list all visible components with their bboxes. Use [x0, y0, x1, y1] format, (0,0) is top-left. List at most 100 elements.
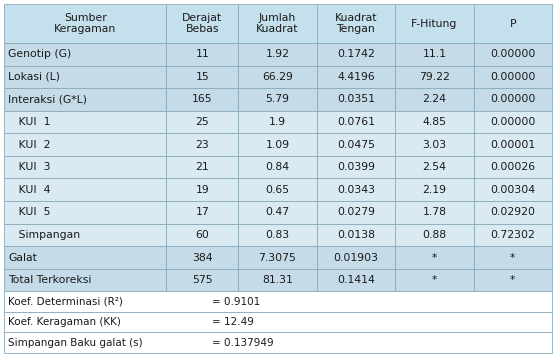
Bar — [474, 66, 552, 88]
Bar — [238, 246, 316, 269]
Bar — [316, 133, 395, 156]
Bar — [474, 178, 552, 201]
Text: 11.1: 11.1 — [423, 49, 446, 59]
Bar — [4, 88, 166, 111]
Bar — [4, 332, 552, 353]
Text: 1.09: 1.09 — [265, 140, 290, 150]
Bar — [316, 224, 395, 246]
Bar — [316, 178, 395, 201]
Bar — [4, 178, 166, 201]
Text: 575: 575 — [192, 275, 212, 285]
Bar — [395, 88, 474, 111]
Bar — [4, 66, 166, 88]
Text: *: * — [510, 275, 515, 285]
Bar — [474, 269, 552, 291]
Text: KUI  3: KUI 3 — [8, 162, 51, 172]
Text: 384: 384 — [192, 252, 212, 262]
Text: 0.1742: 0.1742 — [337, 49, 375, 59]
Text: Kuadrat
Tengan: Kuadrat Tengan — [335, 13, 377, 34]
Text: 0.88: 0.88 — [422, 230, 446, 240]
Text: 1.9: 1.9 — [269, 117, 286, 127]
Text: 0.0351: 0.0351 — [337, 95, 375, 105]
Text: KUI  1: KUI 1 — [8, 117, 51, 127]
Text: Koef. Keragaman (KK): Koef. Keragaman (KK) — [8, 317, 121, 327]
Bar — [4, 291, 552, 312]
Bar — [238, 133, 316, 156]
Bar — [474, 246, 552, 269]
Text: 0.00000: 0.00000 — [490, 117, 535, 127]
Text: KUI  5: KUI 5 — [8, 207, 51, 217]
Text: 25: 25 — [195, 117, 209, 127]
Text: Galat: Galat — [8, 252, 37, 262]
Text: 15: 15 — [195, 72, 209, 82]
Text: 0.02920: 0.02920 — [490, 207, 535, 217]
Text: 0.00304: 0.00304 — [490, 185, 535, 195]
Bar — [166, 88, 238, 111]
Text: Genotip (G): Genotip (G) — [8, 49, 71, 59]
Bar — [395, 66, 474, 88]
Bar — [316, 66, 395, 88]
Bar — [166, 4, 238, 43]
Text: Sumber
Keragaman: Sumber Keragaman — [54, 13, 116, 34]
Bar — [238, 156, 316, 178]
Text: 81.31: 81.31 — [262, 275, 293, 285]
Bar — [166, 246, 238, 269]
Bar — [166, 111, 238, 133]
Bar — [395, 133, 474, 156]
Bar — [474, 4, 552, 43]
Bar — [166, 133, 238, 156]
Text: 0.84: 0.84 — [265, 162, 290, 172]
Bar — [474, 201, 552, 224]
Text: Koef. Determinasi (R²): Koef. Determinasi (R²) — [8, 297, 123, 307]
Text: Total Terkoreksi: Total Terkoreksi — [8, 275, 91, 285]
Text: Jumlah
Kuadrat: Jumlah Kuadrat — [256, 13, 299, 34]
Text: *: * — [431, 275, 437, 285]
Text: = 12.49: = 12.49 — [212, 317, 254, 327]
Bar — [4, 156, 166, 178]
Text: 0.47: 0.47 — [265, 207, 290, 217]
Bar — [166, 66, 238, 88]
Bar — [166, 201, 238, 224]
Bar — [238, 178, 316, 201]
Bar — [238, 201, 316, 224]
Bar — [166, 178, 238, 201]
Text: 7.3075: 7.3075 — [259, 252, 296, 262]
Text: 0.72302: 0.72302 — [490, 230, 535, 240]
Bar — [4, 312, 552, 332]
Text: 0.01903: 0.01903 — [334, 252, 378, 262]
Text: 0.0279: 0.0279 — [337, 207, 375, 217]
Text: 2.19: 2.19 — [423, 185, 446, 195]
Bar — [238, 66, 316, 88]
Bar — [316, 111, 395, 133]
Text: KUI  2: KUI 2 — [8, 140, 51, 150]
Text: 1.78: 1.78 — [423, 207, 446, 217]
Text: 1.92: 1.92 — [265, 49, 289, 59]
Text: 2.24: 2.24 — [423, 95, 446, 105]
Text: *: * — [510, 252, 515, 262]
Bar — [238, 111, 316, 133]
Bar — [316, 43, 395, 66]
Bar — [474, 224, 552, 246]
Bar — [474, 43, 552, 66]
Text: Derajat
Bebas: Derajat Bebas — [182, 13, 222, 34]
Text: 0.00026: 0.00026 — [490, 162, 535, 172]
Bar — [316, 156, 395, 178]
Text: P: P — [509, 19, 516, 29]
Bar — [4, 111, 166, 133]
Text: 0.0138: 0.0138 — [337, 230, 375, 240]
Bar — [474, 88, 552, 111]
Bar — [166, 43, 238, 66]
Bar — [395, 4, 474, 43]
Bar — [238, 269, 316, 291]
Text: 66.29: 66.29 — [262, 72, 293, 82]
Text: 0.00001: 0.00001 — [490, 140, 535, 150]
Text: 2.54: 2.54 — [423, 162, 446, 172]
Text: 21: 21 — [195, 162, 209, 172]
Bar — [166, 224, 238, 246]
Text: 60: 60 — [195, 230, 209, 240]
Bar — [238, 224, 316, 246]
Bar — [474, 111, 552, 133]
Bar — [474, 156, 552, 178]
Bar — [316, 4, 395, 43]
Bar — [4, 224, 166, 246]
